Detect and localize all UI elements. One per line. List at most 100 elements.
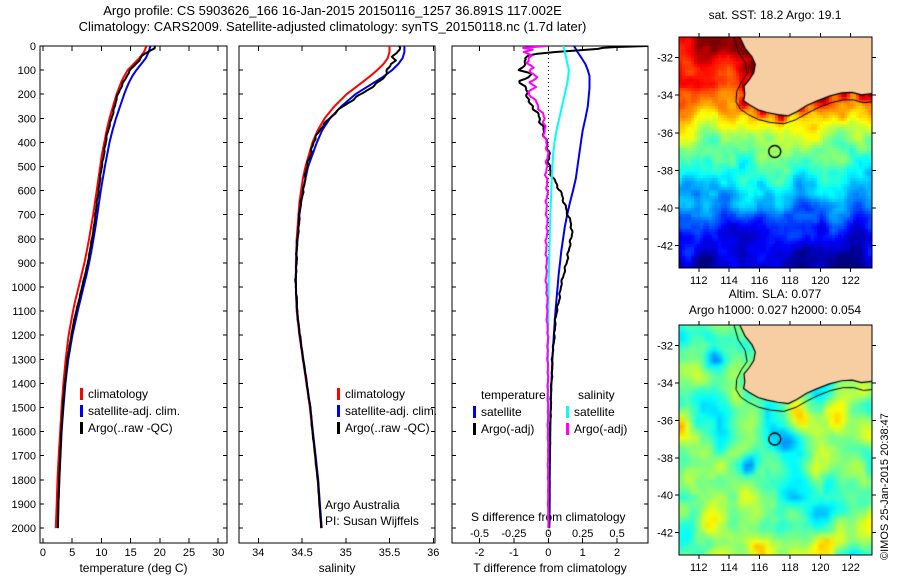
imos-credit: ©IMOS 25-Jan-2015 20:38:47 [879,413,891,560]
x-tick-label: 36 [427,547,439,559]
lat-tick-label: -32 [657,341,673,353]
x-tick-label: 34 [252,547,264,559]
legend-header: temperature [481,388,546,402]
depth-tick-label: 1800 [12,475,36,487]
legend: climatology satellite-adj. clim. Argo(..ra… [337,387,437,435]
lon-tick-label: 120 [811,562,829,574]
lon-tick-label: 112 [690,275,708,287]
lat-tick-label: -36 [657,415,673,427]
lat-tick-label: -36 [657,128,673,140]
lat-tick-label: -38 [657,165,673,177]
series-satellite-adj-clim- [56,46,152,529]
series-climatology [54,46,148,529]
lat-tick-label: -40 [657,490,673,502]
lon-tick-label: 116 [751,275,769,287]
series-argo-raw-qc- [294,46,402,529]
depth-tick-label: 200 [18,89,36,101]
legend-marker [473,406,476,418]
depth-tick-label: 1200 [12,330,36,342]
legend-marker [80,405,83,417]
x-axis-label: salinity [319,561,356,575]
x-tick-label: 5 [69,547,75,559]
panel-corner-text: PI: Susan Wijffels [325,514,419,528]
depth-tick-label: 1500 [12,403,36,415]
legend-header: salinity [578,388,615,402]
x-tick-label: 34.5 [291,547,312,559]
sst-map-title: sat. SST: 18.2 Argo: 19.1 [708,8,842,22]
x-tick-label: 25 [183,547,195,559]
panel-corner-text: Argo Australia [325,498,400,512]
legend-marker [80,388,83,400]
legend-label: satellite-adj. clim. [88,404,180,418]
lon-tick-label: 118 [781,275,799,287]
depth-tick-label: 1300 [12,354,36,366]
s-axis-tick-label: -0.25 [501,528,526,540]
lat-tick-label: -42 [657,240,673,252]
series-satellite-adj-clim- [294,46,406,529]
depth-tick-label: 2000 [12,523,36,535]
sla-map-image [679,325,872,555]
s-axis-tick-label: 0.25 [572,528,593,540]
depth-tick-label: 300 [18,113,36,125]
legend-label: climatology [345,387,405,401]
sla_map-axes: 112 114 116 118 120 122 -32 -34 -36 -38 -40 -42 [657,321,876,574]
page-title: Argo profile: CS 5903626_166 16-Jan-2015… [103,3,562,18]
lon-tick-label: 114 [720,275,738,287]
map-frame [678,36,873,269]
sst-map-image [679,37,872,268]
panel-frame [238,45,436,544]
x-tick-label: 10 [95,547,107,559]
panel-salinity_profile: 34 34.5 35 35.5 36 salinity climatology satelli… [238,45,439,575]
depth-tick-label: 400 [18,137,36,149]
legend: temperature satellite Argo(-adj) salinity sa… [473,388,627,436]
depth-tick-label: 800 [18,234,36,246]
x-tick-label: 15 [124,547,136,559]
x-axis-label: T difference from climatology [473,561,627,575]
series-argo-raw-qc- [56,46,156,529]
x-tick-label: -1 [509,547,519,559]
x-tick-label: 0 [545,547,551,559]
series-climatology [294,46,391,529]
depth-tick-label: 900 [18,258,36,270]
lat-tick-label: -32 [657,53,673,65]
legend-label: Argo(-adj) [574,422,627,436]
legend-label: satellite [574,405,615,419]
s-axis-tick-label: -0.5 [470,528,489,540]
lon-tick-label: 122 [842,562,860,574]
x-tick-label: 1 [580,547,586,559]
x-tick-label: 2 [614,547,620,559]
legend-marker [566,423,569,435]
depth-tick-label: 700 [18,210,36,222]
depth-tick-label: 100 [18,65,36,77]
sla-map-title: Altim. SLA: 0.077 [728,287,822,301]
legend-marker [80,422,83,434]
lon-tick-label: 122 [842,275,860,287]
map-frame [678,324,873,556]
legend-label: climatology [88,387,148,401]
lat-tick-label: -34 [657,90,673,102]
legend-marker [337,388,340,400]
series-s-argo-adj- [522,46,550,529]
legend-label: Argo(..raw -QC) [345,421,430,435]
depth-tick-label: 1000 [12,282,36,294]
x-tick-label: 35.5 [379,547,400,559]
lat-tick-label: -38 [657,453,673,465]
lat-tick-label: -34 [657,378,673,390]
series-t-argo-adj- [517,46,648,529]
lon-tick-label: 120 [811,275,829,287]
s-axis-tick-label: 0 [545,528,551,540]
sla-map-subtitle: Argo h1000: 0.027 h2000: 0.054 [688,303,862,317]
x-tick-label: 35 [340,547,352,559]
panel-frame [39,45,228,544]
legend: climatology satellite-adj. clim. Argo(..ra… [80,387,180,435]
panel-temperature_profile: 0 5 10 15 20 25 300100200300400500600700800900… [12,41,228,575]
lat-tick-label: -42 [657,528,673,540]
lon-tick-label: 112 [690,562,708,574]
legend-marker [337,405,340,417]
legend-label: Argo(-adj) [481,422,534,436]
lon-tick-label: 116 [751,562,769,574]
legend-label: satellite-adj. clim. [345,404,437,418]
